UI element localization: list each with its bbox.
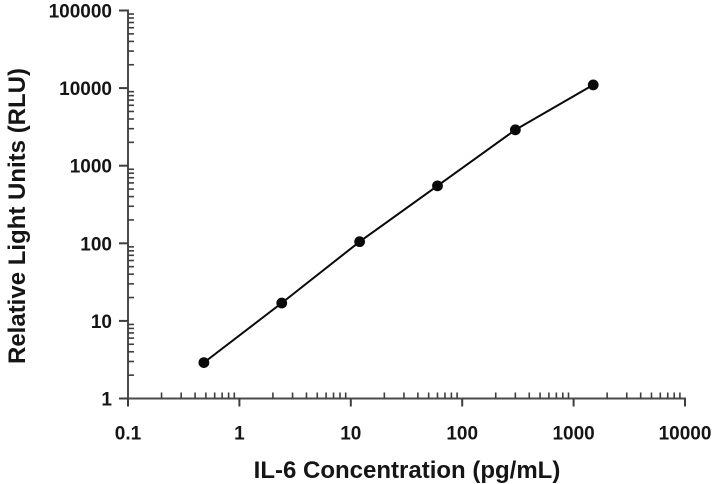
data-point [276,297,288,309]
y-tick-label: 10 [91,312,112,333]
y-axis-title: Relative Light Units (RLU) [4,68,31,364]
major-ticks [119,9,686,407]
y-tick-label: 100000 [49,2,112,23]
data-series [198,79,599,369]
x-tick-label: 10000 [659,424,712,445]
x-axis-title: IL-6 Concentration (pg/mL) [254,457,561,484]
data-point [587,79,599,91]
data-point [354,236,366,248]
axes [127,9,686,400]
series-line [203,84,594,364]
data-point [509,124,521,136]
x-tick-label: 100 [446,424,478,445]
x-tick-label: 0.1 [115,424,142,445]
x-tick-label: 1000 [552,424,594,445]
x-tick-label: 1 [234,424,245,445]
y-tick-label: 1000 [70,157,112,178]
data-point [198,357,210,369]
x-tick-label: 10 [340,424,361,445]
y-tick-label: 1 [101,390,112,411]
minor-ticks [128,13,681,399]
y-tick-label: 10000 [59,79,112,100]
data-point [432,180,443,192]
y-tick-label: 100 [80,234,112,255]
